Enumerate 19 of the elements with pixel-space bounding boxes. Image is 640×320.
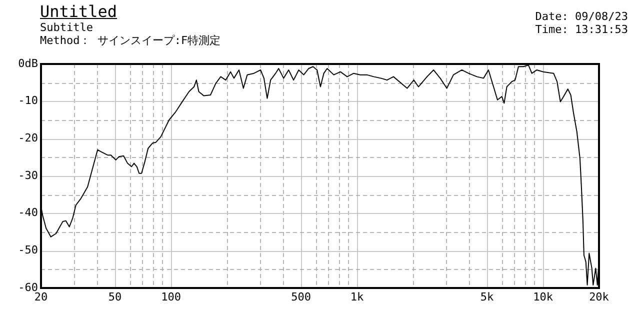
y-tick-label: -30 <box>18 168 38 182</box>
x-tick-label: 20k <box>589 290 610 304</box>
chart-subtitle: Subtitle <box>40 21 94 34</box>
y-tick-label: -20 <box>18 132 38 145</box>
text: Date: 09/08/23 <box>535 10 628 23</box>
y-tick-label: -40 <box>18 206 38 220</box>
x-tick-label: 20 <box>34 290 48 304</box>
x-tick-label: 1k <box>350 290 364 304</box>
y-tick-label: -10 <box>18 94 38 108</box>
x-tick-label: 100 <box>161 290 181 304</box>
chart-title: Untitled <box>40 2 118 21</box>
x-tick-label: 50 <box>108 290 122 304</box>
y-tick-label: 0dB <box>18 56 38 70</box>
text: Method： サインスイープ:F特測定 <box>40 34 221 47</box>
y-tick-label: -50 <box>18 244 38 257</box>
text: Time: 13:31:53 <box>535 23 628 36</box>
x-tick-label: 5k <box>480 290 494 304</box>
x-tick-label: 10k <box>533 290 554 304</box>
x-tick-label: 500 <box>291 290 311 304</box>
